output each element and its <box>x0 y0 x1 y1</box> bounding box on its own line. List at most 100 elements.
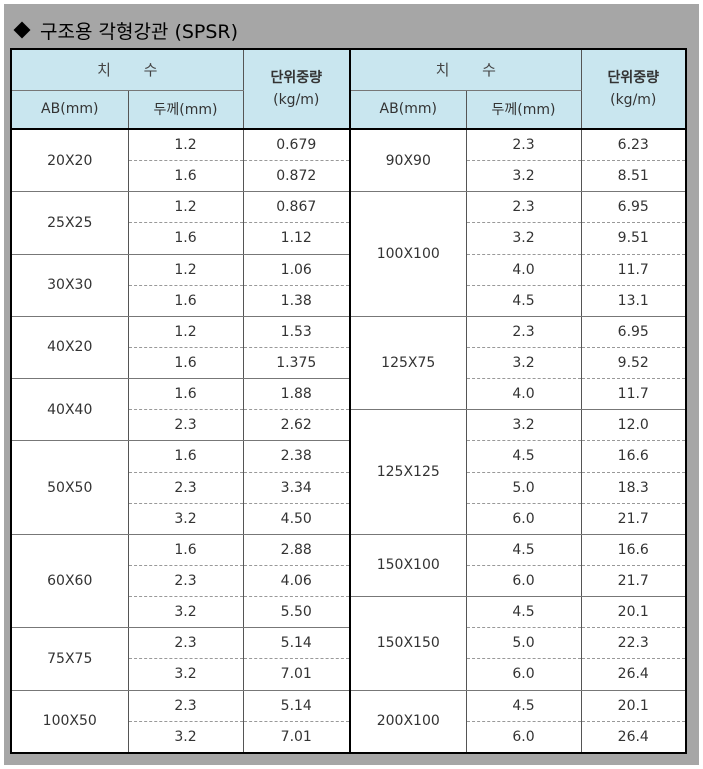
left-thickness-cell: 1.6 <box>128 378 244 411</box>
left-thickness-cell: 2.3 <box>128 690 244 722</box>
right-size-cell: 100X100 <box>350 191 467 317</box>
left-weight-cell: 5.14 <box>243 627 351 660</box>
header-thickness-left: 두께(mm) <box>128 90 244 130</box>
header-thickness-right: 두께(mm) <box>466 90 582 130</box>
right-thickness-cell: 4.5 <box>466 285 582 317</box>
page-title-text: 구조용 각형강관 (SPSR) <box>40 20 239 43</box>
right-thickness-cell: 5.0 <box>466 472 582 504</box>
right-weight-cell: 9.51 <box>581 222 685 255</box>
header-unit-weight-left: 단위중량 (kg/m) <box>243 50 351 130</box>
left-thickness-cell: 1.6 <box>128 222 244 255</box>
right-thickness-cell: 4.5 <box>466 690 582 722</box>
left-size-cell: 40X20 <box>12 316 129 380</box>
left-thickness-cell: 1.2 <box>128 316 244 348</box>
right-size-cell: 125X75 <box>350 316 467 411</box>
left-thickness-cell: 2.3 <box>128 472 244 504</box>
left-weight-cell: 0.872 <box>243 160 351 193</box>
table-row: 75X75 2.3 5.14 5.0 22.3 <box>12 627 685 691</box>
right-weight-cell: 16.6 <box>581 534 685 566</box>
left-weight-cell: 1.12 <box>243 222 351 255</box>
left-weight-cell: 0.867 <box>243 191 351 224</box>
right-weight-cell: 6.95 <box>581 316 685 348</box>
left-weight-cell: 2.88 <box>243 534 351 566</box>
right-thickness-cell: 4.5 <box>466 596 582 629</box>
left-thickness-cell: 2.3 <box>128 627 244 660</box>
header-ab-right: AB(mm) <box>350 90 467 130</box>
header-ab-left: AB(mm) <box>12 90 129 130</box>
left-thickness-cell: 3.2 <box>128 596 244 629</box>
spec-table-wrapper: 치 수 단위중량 (kg/m) 치 수 단위중량 (kg/m) AB(mm) 두… <box>10 48 687 754</box>
right-thickness-cell: 3.2 <box>466 222 582 255</box>
left-weight-cell: 2.62 <box>243 409 351 442</box>
right-thickness-cell: 2.3 <box>466 191 582 224</box>
content-frame: 구조용 각형강관 (SPSR) 치 수 단위중량 (kg/m) 치 수 단위중량 <box>4 4 699 765</box>
left-thickness-cell: 1.6 <box>128 285 244 317</box>
left-thickness-cell: 1.6 <box>128 534 244 566</box>
left-weight-cell: 5.50 <box>243 596 351 629</box>
left-weight-cell: 1.38 <box>243 285 351 317</box>
header-dimension-right: 치 수 <box>350 50 582 91</box>
right-weight-cell: 9.52 <box>581 347 685 380</box>
left-thickness-cell: 2.3 <box>128 409 244 442</box>
table-row: 40X40 1.6 1.88 4.0 11.7 <box>12 378 685 442</box>
spec-table-body: 20X20 1.2 0.679 90X90 2.3 6.23 1.6 0.872 3.2 8.51… <box>12 129 685 752</box>
right-size-cell: 90X90 <box>350 129 467 193</box>
right-weight-cell: 21.7 <box>581 565 685 598</box>
spec-table: 치 수 단위중량 (kg/m) 치 수 단위중량 (kg/m) AB(mm) 두… <box>12 50 685 752</box>
left-weight-cell: 1.375 <box>243 347 351 380</box>
table-row: 3.2 7.01 6.0 26.4 <box>12 721 685 752</box>
table-row: 2.3 3.34 5.0 18.3 <box>12 472 685 504</box>
table-row: 1.6 1.38 4.5 13.1 <box>12 285 685 317</box>
right-thickness-cell: 4.5 <box>466 440 582 473</box>
header-dimension-left: 치 수 <box>12 50 244 91</box>
page-title: 구조용 각형강관 (SPSR) <box>13 12 239 48</box>
right-weight-cell: 12.0 <box>581 409 685 442</box>
left-weight-cell: 2.38 <box>243 440 351 473</box>
right-weight-cell: 22.3 <box>581 627 685 660</box>
left-size-cell: 40X40 <box>12 378 129 442</box>
left-size-cell: 50X50 <box>12 440 129 535</box>
left-size-cell: 25X25 <box>12 191 129 255</box>
right-weight-cell: 20.1 <box>581 596 685 629</box>
left-thickness-cell: 3.2 <box>128 658 244 691</box>
right-weight-cell: 21.7 <box>581 503 685 535</box>
left-thickness-cell: 1.2 <box>128 191 244 224</box>
table-row: 50X50 1.6 2.38 4.5 16.6 <box>12 440 685 535</box>
left-thickness-cell: 1.2 <box>128 254 244 286</box>
left-thickness-cell: 1.6 <box>128 160 244 193</box>
left-thickness-cell: 3.2 <box>128 721 244 752</box>
table-row: 1.6 0.872 3.2 8.51 <box>12 160 685 193</box>
right-thickness-cell: 6.0 <box>466 565 582 598</box>
right-thickness-cell: 3.2 <box>466 409 582 442</box>
left-thickness-cell: 2.3 <box>128 565 244 598</box>
table-row: 3.2 5.50 150X150 4.5 20.1 <box>12 596 685 691</box>
left-size-cell: 75X75 <box>12 627 129 691</box>
table-row: 25X25 1.2 0.867 100X100 2.3 6.95 <box>12 191 685 317</box>
left-thickness-cell: 1.6 <box>128 347 244 380</box>
left-weight-cell: 0.679 <box>243 129 351 162</box>
header-unit-label: (kg/m) <box>273 92 320 108</box>
left-size-cell: 100X50 <box>12 690 129 752</box>
right-thickness-cell: 5.0 <box>466 627 582 660</box>
right-size-cell: 200X100 <box>350 690 467 752</box>
right-weight-cell: 6.95 <box>581 191 685 224</box>
right-thickness-cell: 6.0 <box>466 721 582 752</box>
right-weight-cell: 26.4 <box>617 728 649 745</box>
right-weight-cell: 13.1 <box>581 285 685 317</box>
right-size-cell: 150X150 <box>350 596 467 691</box>
left-size-cell: 20X20 <box>12 129 129 193</box>
right-size-cell: 150X100 <box>350 534 467 598</box>
table-row: 30X30 1.2 1.06 4.0 11.7 <box>12 254 685 317</box>
left-weight-cell: 5.14 <box>243 690 351 722</box>
header-unit-weight-right: 단위중량 (kg/m) <box>581 50 685 130</box>
right-weight-cell: 20.1 <box>581 690 685 722</box>
left-thickness-cell: 1.6 <box>128 440 244 473</box>
right-thickness-cell: 4.0 <box>466 378 582 411</box>
right-size-cell: 125X125 <box>350 409 467 535</box>
table-row: 40X20 1.2 1.53 125X75 2.3 6.95 <box>12 316 685 411</box>
left-weight-cell: 1.53 <box>243 316 351 348</box>
header-unit-label: (kg/m) <box>610 92 657 108</box>
table-row: 1.6 1.12 3.2 9.51 <box>12 222 685 255</box>
table-row: 20X20 1.2 0.679 90X90 2.3 6.23 <box>12 129 685 193</box>
table-row: 3.2 4.50 6.0 21.7 <box>12 503 685 535</box>
